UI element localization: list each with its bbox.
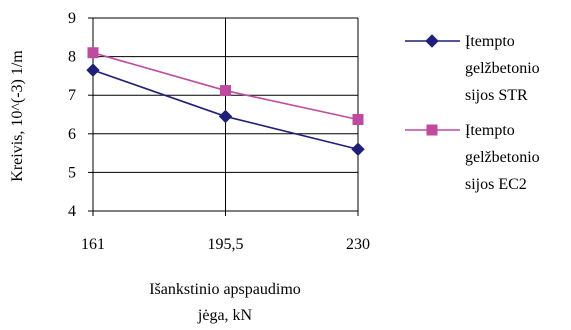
x-tick-label: 161 (81, 236, 105, 253)
legend-marker (426, 124, 438, 136)
data-point (218, 109, 233, 124)
series-layer (86, 47, 365, 156)
y-axis-title: Kreivis, 10^(-3) 1/m (9, 50, 26, 182)
series-2 (87, 47, 364, 126)
data-point (351, 142, 365, 156)
x-tick-label: 195,5 (208, 236, 244, 253)
x-axis-title-line-1: Išankstinio apspaudimo (149, 281, 301, 298)
y-tick-label: 9 (68, 10, 76, 27)
legend-label: sijos STR (465, 87, 528, 104)
legend-item-1: Įtempto gelžbetonio sijos STR (405, 33, 540, 104)
series-1 (86, 63, 365, 156)
legend: Įtempto gelžbetonio sijos STR Įtempto gelžbe… (405, 33, 540, 193)
y-tick-label: 5 (68, 164, 76, 181)
data-point (352, 114, 364, 126)
legend-label: gelžbetonio (465, 149, 540, 166)
data-point (86, 63, 100, 77)
legend-label: sijos EC2 (465, 176, 527, 193)
legend-label: Įtempto (465, 33, 515, 50)
y-tick-label: 6 (68, 126, 76, 143)
data-point (220, 85, 231, 97)
legend-label: Įtempto (465, 122, 515, 139)
y-tick-label: 7 (68, 87, 76, 104)
legend-item-2: Įtempto gelžbetonio sijos EC2 (405, 122, 540, 193)
y-tick-label: 8 (68, 49, 76, 66)
data-point (87, 47, 99, 59)
x-axis-title-line-2: jėga, kN (197, 307, 253, 324)
y-tick-label: 4 (68, 203, 76, 220)
legend-marker (425, 34, 439, 48)
legend-label: gelžbetonio (465, 60, 540, 77)
x-tick-label: 230 (346, 236, 370, 253)
x-tick-labels: 161 195,5 230 (81, 236, 370, 253)
y-tick-labels: 4 5 6 7 8 9 (68, 10, 76, 220)
